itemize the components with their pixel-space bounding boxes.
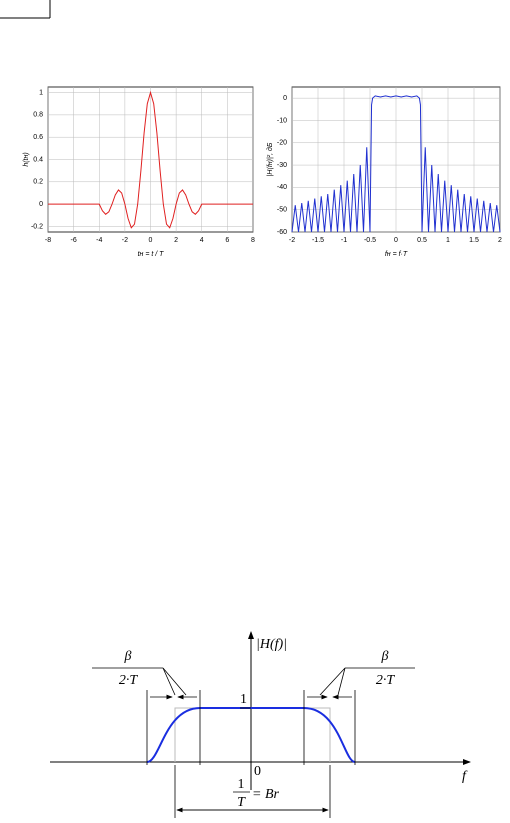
- y-tick-label: -40: [277, 184, 287, 191]
- x-tick-label: 4: [200, 237, 204, 244]
- y-axis-label: h(tн): [23, 152, 30, 166]
- x-tick-label: -0.5: [364, 237, 376, 244]
- x-axis-label: tн = t / T: [138, 251, 165, 258]
- left-numerator: β: [124, 649, 132, 664]
- level-label: 1: [240, 692, 247, 707]
- x-tick-label: 1: [446, 237, 450, 244]
- y-tick-label: 1: [39, 89, 43, 96]
- right-denominator: 2·T: [376, 673, 396, 688]
- y-tick-label: -50: [277, 207, 287, 214]
- y-tick-label: 0: [283, 95, 287, 102]
- y-tick-label: 0: [39, 201, 43, 208]
- x-tick-label: 0: [394, 237, 398, 244]
- response-curve: [146, 707, 356, 763]
- x-tick-label: 1.5: [469, 237, 479, 244]
- data-line: [291, 95, 501, 233]
- width-suffix: = Br: [252, 787, 279, 802]
- x-tick-label: -8: [45, 237, 51, 244]
- width-numerator: 1: [238, 777, 245, 792]
- x-tick-label: -2: [122, 237, 128, 244]
- x-axis-label: fн = f·T: [385, 251, 408, 258]
- x-tick-label: -6: [71, 237, 77, 244]
- y-tick-label: -60: [277, 229, 287, 236]
- ideal-response: [174, 707, 331, 762]
- y-tick-label: -10: [277, 117, 287, 124]
- y-tick-label: 0.6: [33, 134, 43, 141]
- x-tick-label: 2: [174, 237, 178, 244]
- y-tick-label: -20: [277, 140, 287, 147]
- width-denominator: T: [237, 795, 246, 810]
- y-axis-label: |H(fн)|², дБ: [266, 142, 274, 176]
- y-tick-label: 0.2: [33, 179, 43, 186]
- x-tick-label: 0: [149, 237, 153, 244]
- x-tick-label: 0.5: [417, 237, 427, 244]
- x-tick-label: 6: [225, 237, 229, 244]
- data-line: [48, 90, 253, 229]
- diagram: β 2·T β 2·T |H(f)| f 1 0 1 T = Br: [50, 631, 471, 818]
- right-numerator: β: [381, 649, 389, 664]
- x-tick-label: -1: [341, 237, 347, 244]
- y-tick-label: -0.2: [31, 223, 43, 230]
- guide-lines: [92, 667, 415, 818]
- f-axis-label: f: [462, 769, 468, 784]
- x-tick-label: 2: [498, 237, 502, 244]
- x-tick-label: -2: [289, 237, 295, 244]
- y-tick-label: -30: [277, 162, 287, 169]
- x-tick-label: -4: [96, 237, 102, 244]
- h-axis-label: |H(f)|: [256, 637, 287, 652]
- x-tick-label: -1.5: [312, 237, 324, 244]
- x-tick-label: 8: [251, 237, 255, 244]
- left-denominator: 2·T: [119, 673, 139, 688]
- y-tick-label: 0.8: [33, 112, 43, 119]
- origin-label: 0: [254, 764, 261, 779]
- y-tick-label: 0.4: [33, 156, 43, 163]
